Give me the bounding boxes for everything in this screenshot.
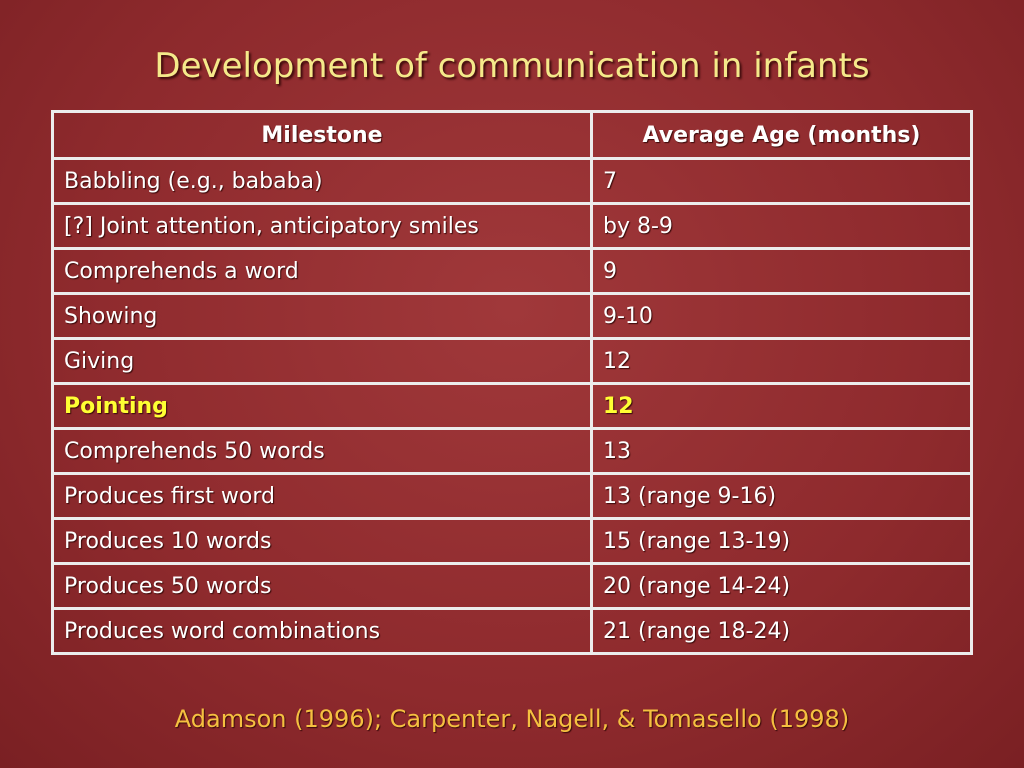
table-cell: 21 (range 18-24)	[590, 607, 973, 655]
table-cell: Produces word combinations	[51, 607, 593, 655]
table-cell: Babbling (e.g., bababa)	[51, 157, 593, 205]
table-cell: 12	[590, 382, 973, 430]
header-cell: Milestone	[51, 110, 593, 160]
table-row: Showing 9-10	[51, 292, 973, 340]
slide-title: Development of communication in infants	[154, 46, 870, 86]
table-row: Produces 50 words 20 (range 14-24)	[51, 562, 973, 610]
table-cell: 13 (range 9-16)	[590, 472, 973, 520]
table-row: Comprehends 50 words 13	[51, 427, 973, 475]
table-cell: Comprehends a word	[51, 247, 593, 295]
table-row: Comprehends a word 9	[51, 247, 973, 295]
table-cell: Produces 50 words	[51, 562, 593, 610]
table-cell: 7	[590, 157, 973, 205]
table-cell: 13	[590, 427, 973, 475]
table-row: [?] Joint attention, anticipatory smiles…	[51, 202, 973, 250]
table-row: Produces word combinations 21 (range 18-2…	[51, 607, 973, 655]
table-cell: 9-10	[590, 292, 973, 340]
table-row: Giving 12	[51, 337, 973, 385]
table-cell: Giving	[51, 337, 593, 385]
table-row: Produces first word 13 (range 9-16)	[51, 472, 973, 520]
milestone-table: Milestone Average Age (months) Babbling (…	[51, 110, 973, 655]
table-cell: 12	[590, 337, 973, 385]
table-cell: by 8-9	[590, 202, 973, 250]
header-cell: Average Age (months)	[590, 110, 973, 160]
table-cell: Produces 10 words	[51, 517, 593, 565]
table-row: Produces 10 words 15 (range 13-19)	[51, 517, 973, 565]
table-row: Babbling (e.g., bababa) 7	[51, 157, 973, 205]
table-cell: 15 (range 13-19)	[590, 517, 973, 565]
table-cell: Produces first word	[51, 472, 593, 520]
table-row: Pointing 12	[51, 382, 973, 430]
citation: Adamson (1996); Carpenter, Nagell, & Tom…	[174, 705, 850, 733]
table-cell: 9	[590, 247, 973, 295]
table-cell: Showing	[51, 292, 593, 340]
table-cell: [?] Joint attention, anticipatory smiles	[51, 202, 593, 250]
table-cell: Pointing	[51, 382, 593, 430]
table-cell: 20 (range 14-24)	[590, 562, 973, 610]
header-row: Milestone Average Age (months)	[51, 110, 973, 160]
table-cell: Comprehends 50 words	[51, 427, 593, 475]
